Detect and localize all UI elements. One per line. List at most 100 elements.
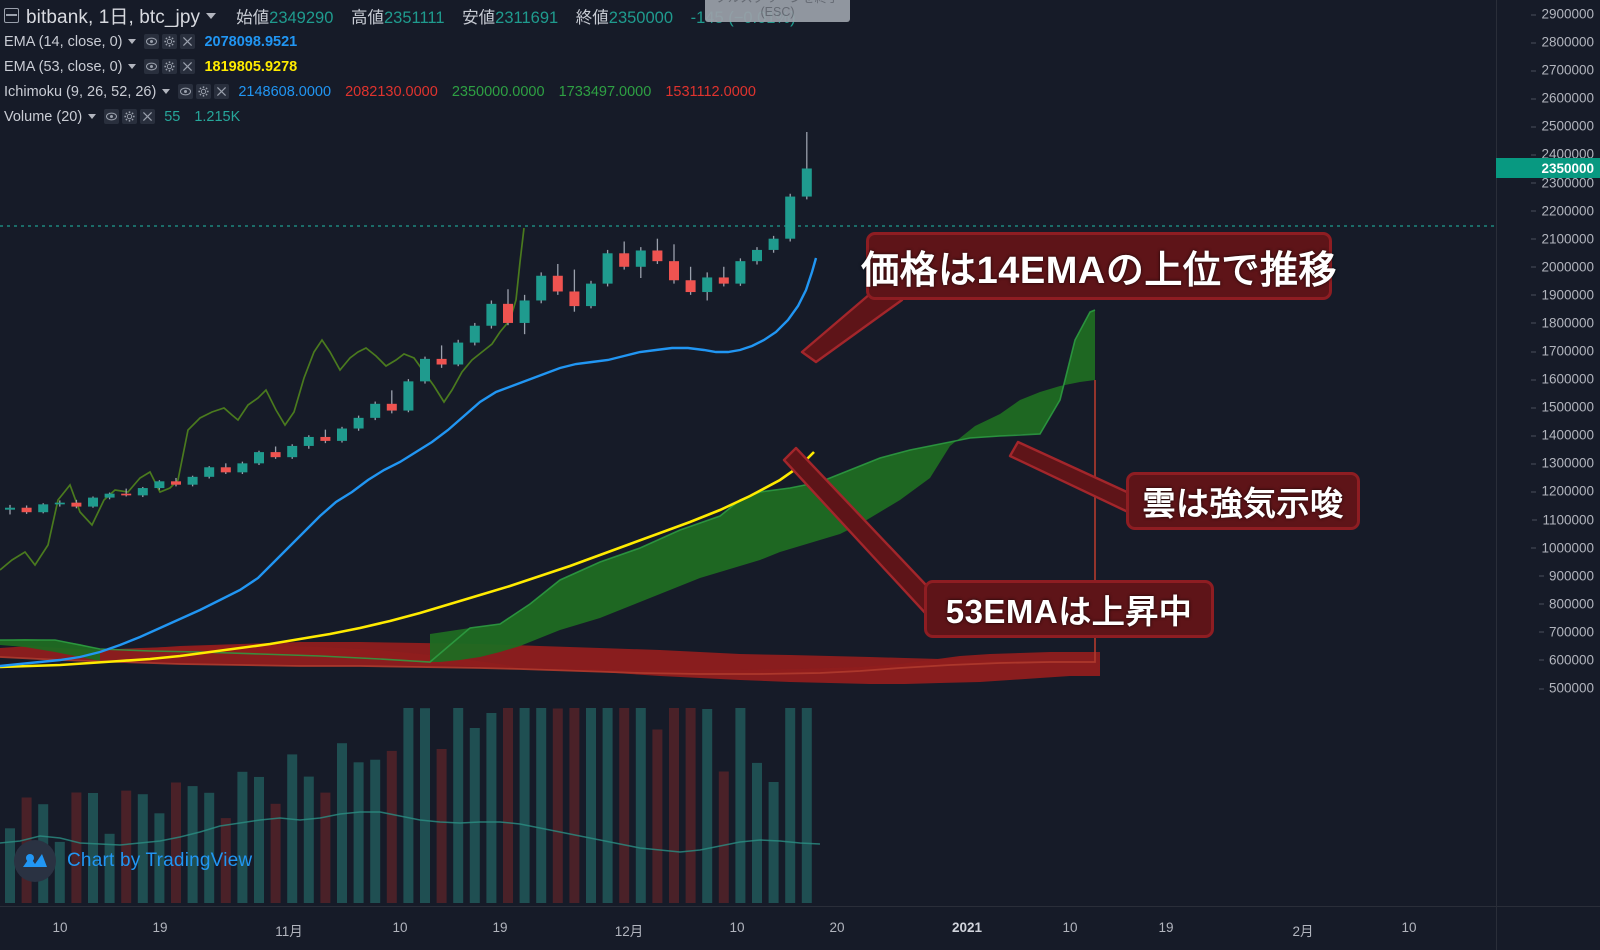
candle-body (220, 467, 231, 473)
volume-bar (237, 771, 248, 903)
candle-body (71, 502, 82, 507)
ichimoku-cloud-bearish-body (95, 645, 1100, 674)
arrow-to-callout-1 (800, 280, 904, 364)
ohlc-open-label: 始値 (236, 8, 270, 27)
candle-body (171, 481, 181, 485)
chevron-down-icon[interactable] (128, 64, 137, 69)
indicator-name[interactable]: EMA (53, close, 0) (4, 58, 123, 75)
eye-icon[interactable] (178, 84, 194, 99)
price-axis-tick: 1400000 (1531, 427, 1594, 443)
price-axis-tick: 500000 (1538, 680, 1594, 696)
ichimoku-span-b-value: 1531112.0000 (665, 83, 756, 100)
time-axis-tick: 10 (1062, 920, 1078, 935)
close-icon[interactable] (140, 109, 156, 124)
indicator-value: 1819805.9278 (204, 58, 298, 75)
candle-body (735, 261, 746, 284)
close-icon[interactable] (180, 59, 196, 74)
candle-body (536, 275, 547, 301)
candle-body (469, 325, 480, 343)
gear-icon[interactable] (162, 34, 178, 49)
legend-indicator-volume[interactable]: Volume (20) 55 1.215K (4, 104, 796, 129)
chevron-down-icon[interactable] (88, 114, 97, 119)
volume-bar (801, 708, 812, 903)
chevron-down-icon[interactable] (128, 39, 137, 44)
gear-icon[interactable] (196, 84, 212, 99)
eye-icon[interactable] (144, 34, 160, 49)
price-axis-tick: 2700000 (1531, 62, 1594, 78)
gear-icon[interactable] (162, 59, 178, 74)
chevron-down-icon[interactable] (162, 89, 171, 94)
close-icon[interactable] (180, 34, 196, 49)
candle-body (287, 445, 298, 458)
price-axis-tick: 900000 (1538, 568, 1594, 584)
candle-body (5, 507, 15, 510)
annotation-callout-53ema-rising[interactable]: 53EMAは上昇中 (924, 580, 1214, 638)
gear-icon[interactable] (122, 109, 138, 124)
price-axis-tick: 1600000 (1531, 371, 1594, 387)
eye-icon[interactable] (144, 59, 160, 74)
indicator-name[interactable]: EMA (14, close, 0) (4, 33, 123, 50)
candle-body (752, 249, 762, 262)
candle-body (652, 250, 663, 262)
price-axis-tick: 1700000 (1531, 343, 1594, 359)
volume-bar (685, 708, 696, 903)
candle-body (619, 253, 630, 267)
volume-bar (71, 792, 82, 903)
time-axis-tick: 19 (152, 920, 168, 935)
candle-body (552, 275, 563, 292)
candle-body (420, 358, 430, 382)
volume-bar (353, 762, 364, 903)
candle-body (54, 502, 65, 505)
symbol-title[interactable]: bitbank, 1日, btc_jpy (26, 7, 201, 28)
tradingview-watermark[interactable]: Chart by TradingView (14, 840, 252, 882)
legend-indicator-ichimoku[interactable]: Ichimoku (9, 26, 52, 26) 2148608.0000 20… (4, 79, 796, 104)
legend-symbol-row[interactable]: bitbank, 1日, btc_jpy 始値2349290 高値2351111… (4, 2, 796, 29)
indicator-name[interactable]: Volume (20) (4, 108, 83, 125)
ohlc-close: 終値2350000 (576, 9, 673, 27)
ichimoku-chikou-value: 2350000.0000 (451, 83, 545, 100)
price-axis-tick: 800000 (1538, 596, 1594, 612)
annotation-callout-cloud-bullish[interactable]: 雲は強気示唆 (1126, 472, 1360, 530)
ichimoku-tenkan-value: 2148608.0000 (238, 83, 332, 100)
indicator-values: 55 1.215K (164, 109, 240, 125)
candle-body (768, 238, 779, 250)
legend-indicator-ema53[interactable]: EMA (53, close, 0) 1819805.9278 (4, 54, 796, 79)
candle-body (38, 504, 49, 513)
volume-bar (768, 782, 779, 903)
time-axis-tick: 10 (729, 920, 745, 935)
price-axis-tick: 2800000 (1531, 34, 1594, 50)
candle-body (635, 250, 646, 267)
candle-body (104, 493, 115, 498)
volume-bar (469, 728, 480, 903)
volume-bar (320, 792, 331, 903)
volume-bar (337, 743, 347, 903)
volume-bar (154, 813, 165, 903)
volume-bar (702, 709, 713, 903)
legend-indicator-ema14[interactable]: EMA (14, close, 0) 2078098.9521 (4, 29, 796, 54)
volume-series (5, 708, 812, 903)
volume-pane-background (0, 690, 1496, 906)
time-axis[interactable]: 10 19 11月 10 19 12月 10 20 2021 10 19 2月 10 (0, 906, 1496, 950)
eye-icon[interactable] (104, 109, 120, 124)
tradingview-watermark-text: Chart by TradingView (67, 850, 253, 871)
ohlc-open-value: 2349290 (269, 8, 334, 27)
candle-body (669, 261, 679, 281)
volume-bar (519, 708, 530, 903)
volume-bar (171, 782, 181, 903)
volume-bar (635, 708, 646, 903)
price-axis-tick: 2100000 (1531, 231, 1594, 247)
ohlc-low: 安値2311691 (462, 9, 558, 27)
close-icon[interactable] (214, 84, 230, 99)
indicator-name[interactable]: Ichimoku (9, 26, 52, 26) (4, 83, 157, 100)
annotation-callout-price-above-14ema[interactable]: 価格は14EMAの上位で推移 (861, 232, 1336, 300)
price-axis-tick: 2400000 (1531, 146, 1594, 162)
candle-body (154, 481, 165, 489)
candle-body (137, 488, 148, 496)
collapse-icon[interactable] (4, 8, 19, 23)
ohlc-close-label: 終値 (575, 8, 609, 27)
tradingview-logo-icon (14, 840, 56, 882)
chevron-down-icon[interactable] (206, 12, 217, 19)
ichimoku-span-a-value: 1733497.0000 (558, 83, 652, 100)
price-axis[interactable]: 2350000 2900000 2800000 2700000 2600000 2500… (1496, 0, 1600, 906)
